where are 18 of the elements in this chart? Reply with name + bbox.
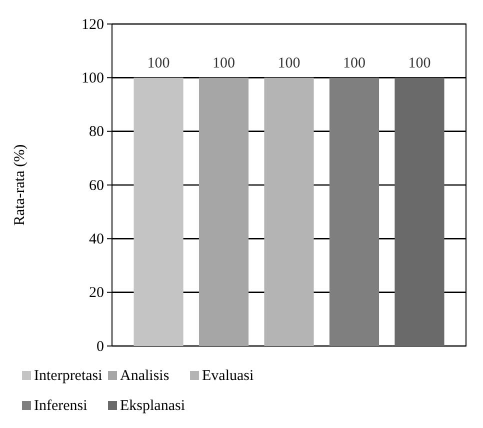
data-label: 100 (342, 56, 366, 72)
legend-label: Interpretasi (34, 368, 102, 384)
y-tick-label: 60 (89, 178, 104, 194)
y-tick-label: 0 (96, 338, 104, 355)
y-axis-title: Rata-rata (%) (12, 144, 28, 226)
data-label: 100 (278, 56, 300, 72)
data-label: 100 (212, 56, 236, 72)
legend-label: Eksplanasi (120, 398, 185, 414)
data-label: 100 (147, 56, 170, 72)
y-tick-label: 40 (89, 231, 104, 248)
legend-label: Analisis (120, 368, 170, 384)
legend-label: Evaluasi (202, 368, 254, 384)
y-tick-label: 100 (82, 70, 104, 86)
y-tick-label: 120 (82, 16, 104, 33)
data-label: 100 (408, 56, 431, 72)
y-tick-label: 20 (89, 285, 104, 302)
y-tick-label: 80 (89, 124, 104, 140)
legend-label: Inferensi (34, 398, 88, 414)
